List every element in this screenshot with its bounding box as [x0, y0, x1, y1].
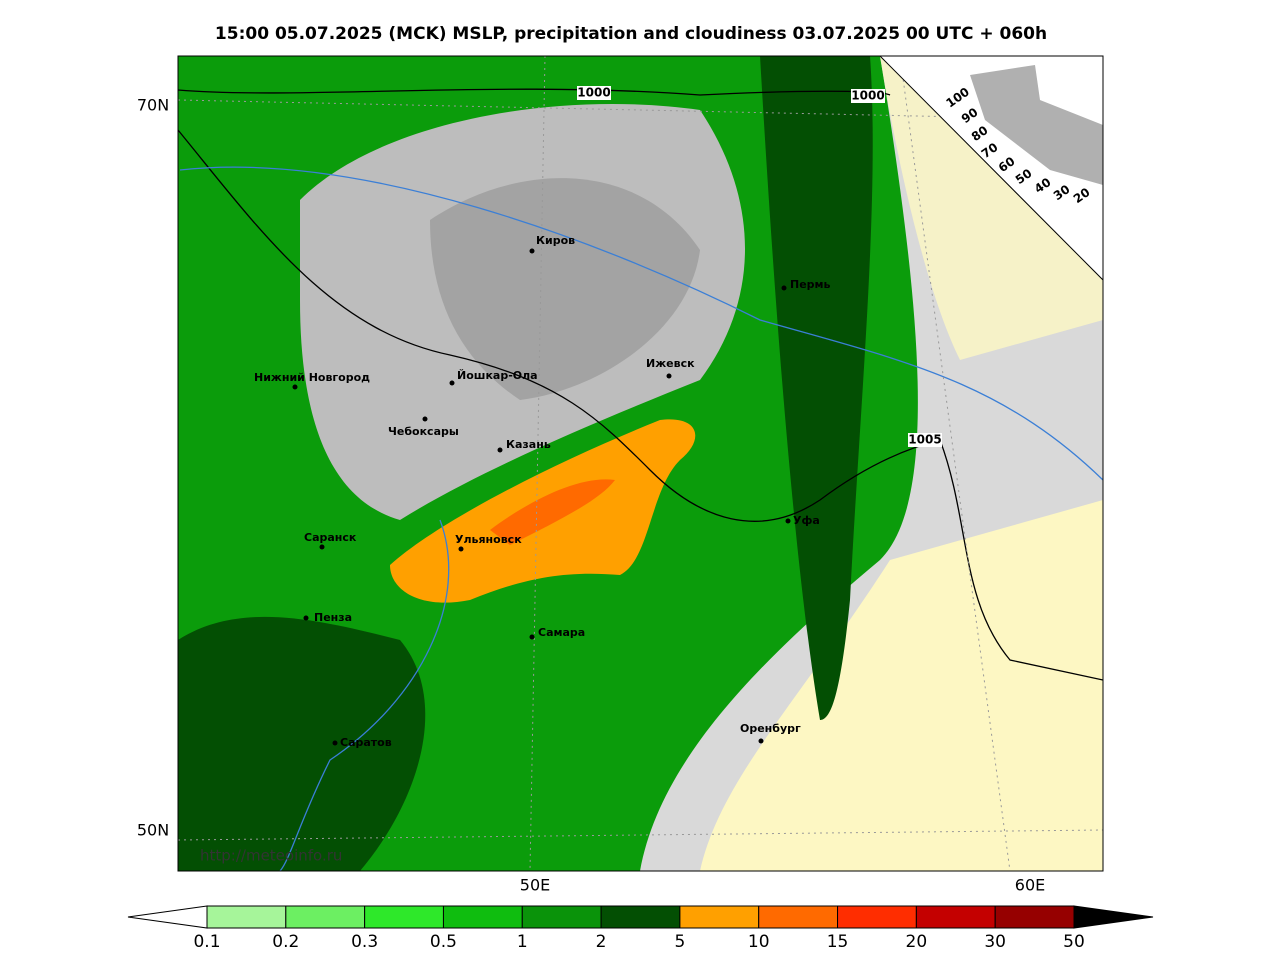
- colorbar-segment: [837, 905, 917, 929]
- city-label: Казань: [506, 438, 551, 451]
- colorbar-tick-label: 20: [906, 932, 928, 952]
- colorbar-tick-label: 10: [748, 932, 770, 952]
- map-frame: [177, 55, 1104, 872]
- river: [279, 519, 450, 871]
- colorbar-tick-label: 0.5: [430, 932, 457, 952]
- longitude-label: 60E: [1015, 876, 1045, 895]
- city-label: Киров: [536, 234, 575, 247]
- colorbar-segment: [442, 905, 523, 929]
- clear-area: [700, 500, 1103, 871]
- isobar-label: 1000: [851, 89, 884, 103]
- map: [178, 56, 1103, 871]
- colorbar-segment: [994, 905, 1075, 929]
- city-label: Уфа: [793, 514, 820, 527]
- colorbar-tick-label: 0.2: [272, 932, 299, 952]
- city-label: Саратов: [340, 736, 392, 749]
- city-label: Ульяновск: [455, 533, 522, 546]
- colorbar-segment: [521, 905, 602, 929]
- city-dot: [497, 447, 503, 453]
- city-dot: [666, 373, 672, 379]
- isobar-label-bg: [851, 89, 885, 103]
- city-label: Ижевск: [646, 357, 695, 370]
- city-label: Самара: [538, 626, 585, 639]
- isobar: [178, 129, 1103, 681]
- colorbar-tick-label: 5: [674, 932, 685, 952]
- map-edge: [879, 56, 1103, 281]
- graticule: [529, 56, 546, 871]
- title: 15:00 05.07.2025 (MCK) MSLP, precipitati…: [215, 24, 1047, 44]
- latitude-label: 50N: [137, 821, 169, 840]
- watermark: http://meteoinfo.ru: [200, 847, 342, 865]
- colorbar-tick-label: 15: [827, 932, 849, 952]
- city-dot: [781, 285, 787, 291]
- colorbar-segment: [600, 905, 681, 929]
- precip-heavy: [490, 479, 615, 545]
- precip-band: [178, 616, 426, 871]
- city-dot: [303, 615, 309, 621]
- city-label: Йошкар-Ола: [457, 369, 538, 382]
- graticule: [178, 99, 1103, 121]
- cloud-area: [430, 178, 700, 400]
- colorbar-high-arrow: [1073, 905, 1154, 929]
- colorbar-segment: [364, 905, 444, 929]
- colorbar-tick-label: 0.3: [351, 932, 378, 952]
- city-dot: [458, 546, 464, 552]
- colorbar-tick-label: 1: [517, 932, 528, 952]
- isobar-label: 1000: [577, 86, 610, 100]
- colorbar-tick-label: 0.1: [193, 932, 220, 952]
- isobar-label-bg: [908, 433, 942, 447]
- colorbar-segment: [206, 905, 287, 929]
- graticule: [178, 829, 1103, 841]
- city-dot: [529, 248, 535, 254]
- isobar-label-bg: [577, 86, 611, 100]
- longitude-label: 50E: [520, 876, 550, 895]
- city-dot: [785, 518, 791, 524]
- colorbar-segment: [285, 905, 366, 929]
- colorbar-segment: [915, 905, 996, 929]
- cloud-fan: [970, 65, 1103, 185]
- city-label: Оренбург: [740, 722, 801, 735]
- city-dot: [758, 738, 764, 744]
- city-label: Пермь: [790, 278, 831, 291]
- precip-band: [760, 56, 873, 720]
- city-dot: [319, 544, 325, 550]
- city-dot: [422, 416, 428, 422]
- city-label: Чебоксары: [388, 425, 459, 438]
- colorbar-low-arrow: [127, 905, 208, 929]
- colorbar-tick-label: 30: [984, 932, 1006, 952]
- city-dot: [332, 740, 338, 746]
- city-dot: [529, 634, 535, 640]
- latitude-label: 70N: [137, 96, 169, 115]
- colorbar-tick-label: 50: [1063, 932, 1085, 952]
- river: [179, 166, 1103, 481]
- city-dot: [292, 384, 298, 390]
- colorbar-segment: [679, 905, 760, 929]
- colorbar-tick-label: 2: [596, 932, 607, 952]
- colorbar-segment: [758, 905, 839, 929]
- city-label: Нижний Новгород: [254, 371, 370, 384]
- city-label: Саранск: [304, 531, 357, 544]
- city-dot: [449, 380, 455, 386]
- graticule: [899, 56, 1011, 871]
- city-label: Пенза: [314, 611, 352, 624]
- isobar-label: 1005: [908, 433, 941, 447]
